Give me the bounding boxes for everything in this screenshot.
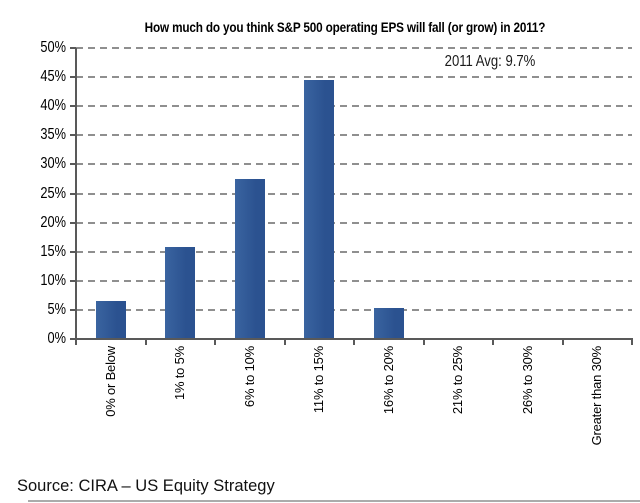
gridline [76,192,632,195]
bar-0% or Below [95,301,126,339]
y-tick-mark [70,163,76,166]
y-tick-mark [70,338,76,340]
x-category-label: 0% or Below [102,346,118,417]
y-tick-mark [70,105,76,108]
y-tick-mark [70,221,76,224]
x-tick-mark [353,340,355,345]
y-tick-label: 5% [47,300,67,318]
bar-11% to 15% [304,80,335,339]
y-tick-label: 35% [40,126,66,144]
x-tick-mark [75,340,77,345]
y-tick-label: 45% [40,68,66,86]
x-category-label: 11% to 15% [311,346,327,414]
y-tick-mark [70,279,76,282]
x-tick-mark [283,340,286,345]
y-tick-label: 30% [40,155,66,173]
y-tick-mark [70,250,76,253]
y-tick-mark [70,308,76,311]
average-annotation: 2011 Avg: 9.7% [444,53,536,70]
y-tick-label: 25% [40,184,66,202]
chart-title: How much do you think S&P 500 operating … [144,19,546,35]
y-axis-line [75,48,77,340]
x-category-label: 16% to 20% [380,346,396,415]
x-category-label: Greater than 30% [589,346,605,446]
x-tick-mark [214,340,216,345]
y-tick-mark [70,192,76,195]
y-tick-label: 40% [40,97,66,115]
x-tick-mark [492,340,494,345]
gridline [76,105,632,108]
gridline [76,221,632,224]
y-tick-label: 10% [40,271,66,289]
x-tick-mark [561,340,564,345]
gridline [76,308,632,311]
y-tick-mark [70,47,76,49]
x-tick-mark [144,340,147,345]
bottom-divider-line [28,500,640,502]
x-category-label: 1% to 5% [172,346,188,401]
x-category-label: 26% to 30% [519,346,535,415]
bar-1% to 5% [165,247,196,339]
gridline [76,250,632,253]
gridline [76,76,632,79]
source-caption: Source: CIRA – US Equity Strategy [17,477,275,495]
gridline [76,279,632,282]
x-category-label: 6% to 10% [241,346,257,408]
y-tick-label: 0% [47,330,67,347]
y-tick-label: 50% [40,39,66,56]
y-tick-label: 15% [40,242,66,260]
x-tick-mark [631,340,633,345]
y-tick-mark [70,76,76,79]
gridline [76,47,632,49]
x-axis-line [75,338,633,340]
y-tick-label: 20% [40,213,66,231]
bar-6% to 10% [234,178,265,339]
plot-area [76,47,632,339]
y-tick-mark [70,134,76,137]
x-category-label: 21% to 25% [450,346,466,415]
gridline [76,134,632,137]
gridline [76,163,632,166]
x-tick-mark [422,340,425,345]
bar-16% to 20% [373,307,404,339]
